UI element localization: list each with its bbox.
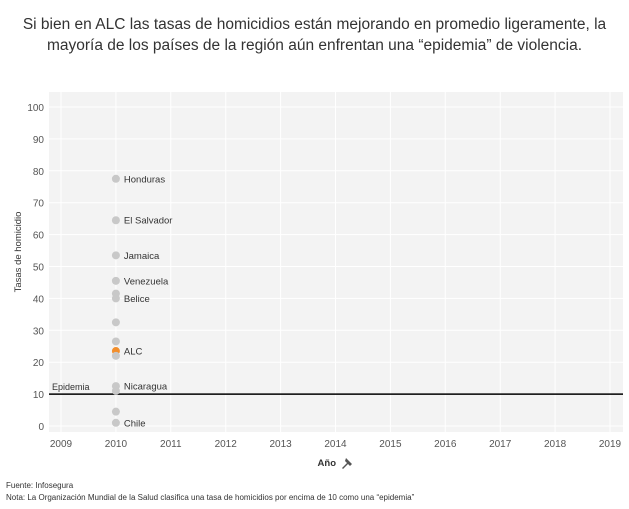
x-tick-label: 2019	[599, 439, 622, 450]
y-tick-label: 10	[33, 390, 45, 401]
x-axis-title: Año	[318, 458, 337, 469]
data-point	[111, 251, 120, 260]
data-point	[111, 318, 120, 327]
y-tick-label: 50	[33, 263, 45, 274]
data-point	[111, 418, 120, 427]
x-tick-label: 2013	[269, 439, 292, 450]
y-tick-label: 40	[33, 294, 45, 305]
chart-title-line-2: mayoría de los países de la región aún e…	[46, 37, 583, 54]
data-label: Venezuela	[124, 276, 169, 287]
chart-title: Si bien en ALC las tasas de homicidios e…	[0, 14, 629, 56]
data-point	[111, 337, 120, 346]
data-point	[111, 276, 120, 285]
data-label: Jamaica	[124, 251, 160, 262]
data-point	[111, 294, 120, 303]
data-label: El Salvador	[124, 216, 173, 227]
data-label: Chile	[124, 418, 146, 429]
data-point	[111, 351, 120, 360]
y-tick-label: 90	[33, 135, 45, 146]
y-tick-label: 30	[33, 326, 45, 337]
y-tick-label: 100	[27, 103, 44, 114]
x-tick-label: 2010	[105, 439, 128, 450]
x-tick-label: 2011	[160, 439, 182, 450]
y-tick-label: 80	[33, 167, 45, 178]
data-point	[111, 216, 120, 225]
x-tick-label: 2018	[544, 439, 567, 450]
x-tick-label: 2015	[379, 439, 402, 450]
x-tick-label: 2012	[215, 439, 238, 450]
x-tick-label: 2014	[324, 439, 347, 450]
pin-icon[interactable]	[342, 458, 352, 469]
data-label: ALC	[124, 347, 143, 358]
data-label: Belice	[124, 294, 150, 305]
data-label: Honduras	[124, 174, 165, 185]
data-point	[111, 407, 120, 416]
data-point	[111, 174, 120, 183]
x-tick-label: 2016	[434, 439, 457, 450]
data-label: Nicaragua	[124, 382, 168, 393]
y-axis-title: Tasas de homicidio	[13, 212, 24, 293]
reference-line-label: Epidemia	[52, 382, 90, 392]
data-point	[111, 386, 120, 395]
y-tick-label: 0	[38, 422, 44, 433]
source-note: Fuente: Infosegura	[6, 481, 74, 490]
x-tick-label: 2009	[50, 439, 73, 450]
y-tick-label: 60	[33, 231, 45, 242]
who-note: Nota: La Organización Mundial de la Salu…	[6, 493, 415, 502]
y-tick-label: 70	[33, 199, 45, 210]
y-tick-label: 20	[33, 358, 45, 369]
x-tick-label: 2017	[489, 439, 512, 450]
chart-title-line-1: Si bien en ALC las tasas de homicidios e…	[22, 16, 607, 33]
